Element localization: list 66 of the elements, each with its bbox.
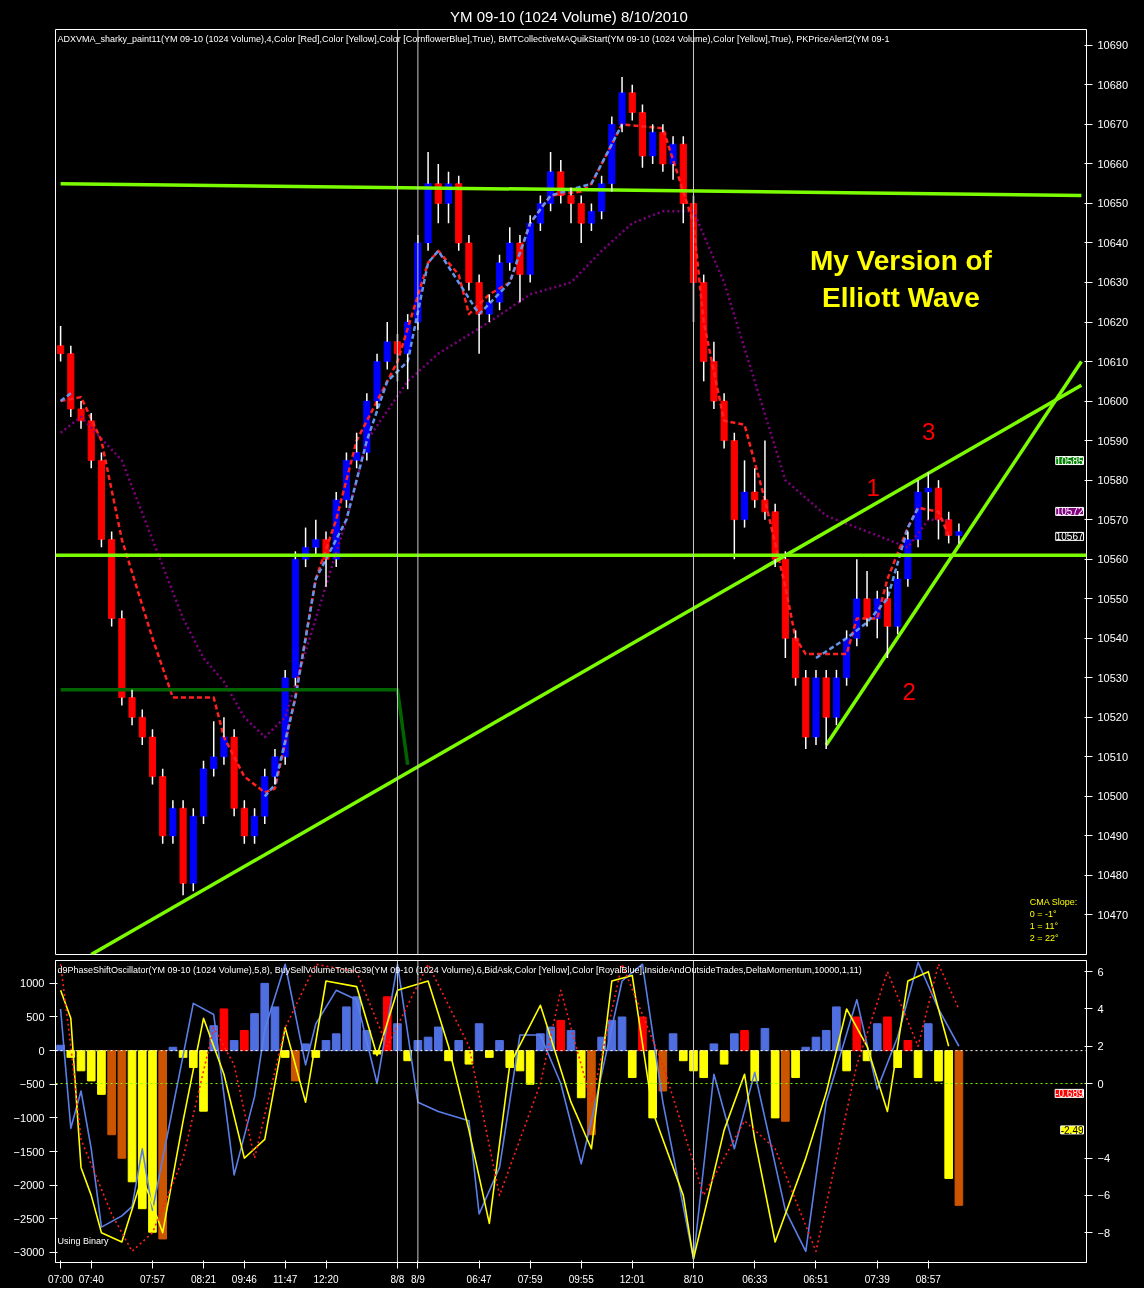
annotation: 2 [902, 678, 916, 706]
y-tick-label: 10680 [1097, 78, 1129, 91]
x-tick-label: 07:59 [517, 1273, 544, 1285]
y-tick-label: 10490 [1097, 829, 1129, 842]
annotation: 1 [866, 473, 880, 501]
x-tick-label: 08:57 [915, 1273, 942, 1285]
x-tick-label: 09:55 [568, 1273, 595, 1285]
y-tick-label: 10530 [1097, 671, 1129, 684]
y-tick-label: 10560 [1097, 553, 1129, 566]
y-tick-label: −500 [19, 1078, 45, 1091]
y-tick-label: −1500 [13, 1145, 45, 1158]
y2-tick-label: −8 [1097, 1226, 1111, 1239]
chart-title: YM 09-10 (1024 Volume) 8/10/2010 [450, 7, 688, 25]
y2-tick-label: 6 [1097, 965, 1104, 978]
y-tick-label: 10650 [1097, 197, 1129, 210]
y-tick-label: 10500 [1097, 790, 1129, 803]
annotation: 10567 [1055, 531, 1084, 543]
x-tick-label: 11:47 [273, 1273, 298, 1285]
annotation: 10585 [1055, 455, 1084, 467]
y-tick-label: 10550 [1097, 592, 1129, 605]
x-tick-label: 07:00 [48, 1273, 74, 1285]
y-tick-label: 10570 [1097, 513, 1129, 526]
x-tick-label: 12:20 [313, 1273, 339, 1285]
y-tick-label: 10540 [1097, 632, 1129, 645]
y2-tick-label: −4 [1097, 1152, 1111, 1165]
y-tick-label: 10470 [1097, 908, 1129, 921]
annotation: CMA Slope: 0 = -1° 1 = 11° 2 = 22° [1029, 897, 1078, 944]
y-tick-label: 500 [26, 1011, 45, 1023]
y-tick-label: 10480 [1097, 869, 1129, 882]
y2-tick-label: −6 [1097, 1189, 1111, 1202]
y-tick-label: 10670 [1097, 118, 1129, 131]
y-tick-label: −3000 [13, 1246, 45, 1259]
y-tick-label: 10620 [1097, 316, 1129, 329]
annotation: 10572 [1055, 506, 1084, 518]
x-tick-label: 8/10 [683, 1273, 704, 1285]
x-tick-label: 06:33 [742, 1273, 768, 1285]
y-tick-label: 10590 [1097, 434, 1129, 447]
x-tick-label: 8/8 [390, 1273, 405, 1285]
y-tick-label: 10660 [1097, 157, 1129, 170]
y-tick-label: 10690 [1097, 39, 1129, 52]
y2-tick-label: 2 [1097, 1040, 1104, 1053]
x-tick-label: 07:40 [78, 1273, 105, 1285]
y-tick-label: 0 [38, 1044, 45, 1057]
y-tick-label: −1000 [13, 1111, 45, 1124]
y-tick-label: 10580 [1097, 474, 1129, 487]
y-tick-label: 10610 [1097, 355, 1129, 368]
x-tick-label: 09:46 [231, 1273, 258, 1285]
y-tick-label: 10600 [1097, 395, 1129, 408]
annotation: 3 [922, 418, 936, 446]
y-tick-label: 1000 [20, 977, 45, 990]
x-tick-label: 06:47 [466, 1273, 493, 1285]
x-tick-label: 08:21 [191, 1273, 217, 1285]
annotation: Using Binary [57, 1235, 110, 1246]
x-tick-label: 07:57 [139, 1273, 166, 1285]
y-tick-label: 10520 [1097, 711, 1129, 724]
y2-tick-label: 4 [1097, 1002, 1104, 1015]
y-tick-label: −2000 [13, 1179, 45, 1192]
x-tick-label: 07:39 [864, 1273, 891, 1285]
y-tick-label: 10510 [1097, 750, 1129, 763]
x-tick-label: 06:51 [803, 1273, 829, 1285]
x-tick-label: 8/9 [410, 1273, 426, 1285]
y-tick-label: −2500 [13, 1212, 45, 1225]
x-tick-label: 12:01 [619, 1273, 646, 1285]
annotation: My Version of Elliott Wave [809, 245, 993, 314]
y-tick-label: 10640 [1097, 236, 1129, 249]
y-tick-label: 10630 [1097, 276, 1129, 289]
